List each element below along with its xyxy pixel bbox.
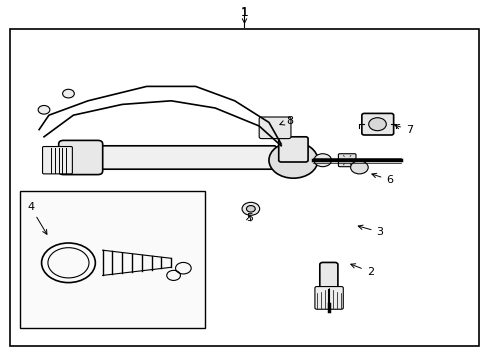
- Text: 2: 2: [350, 264, 373, 277]
- FancyBboxPatch shape: [361, 113, 393, 135]
- FancyBboxPatch shape: [59, 140, 102, 175]
- FancyBboxPatch shape: [338, 154, 355, 167]
- FancyBboxPatch shape: [314, 287, 343, 309]
- Circle shape: [246, 206, 255, 212]
- Circle shape: [268, 142, 317, 178]
- FancyBboxPatch shape: [319, 262, 337, 292]
- Text: 3: 3: [358, 225, 383, 237]
- FancyBboxPatch shape: [85, 146, 276, 169]
- Circle shape: [350, 161, 367, 174]
- Circle shape: [368, 118, 386, 131]
- Text: 7: 7: [394, 125, 412, 135]
- FancyBboxPatch shape: [42, 147, 72, 174]
- Bar: [20, 191, 205, 328]
- Text: 8: 8: [279, 116, 293, 126]
- Text: 4: 4: [27, 202, 47, 234]
- Text: 5: 5: [245, 213, 252, 223]
- Text: 1: 1: [241, 8, 247, 23]
- FancyBboxPatch shape: [278, 137, 307, 162]
- Circle shape: [38, 105, 50, 114]
- Circle shape: [62, 89, 74, 98]
- Bar: [10, 29, 478, 346]
- FancyBboxPatch shape: [259, 117, 290, 139]
- Text: 6: 6: [371, 173, 392, 185]
- Circle shape: [242, 202, 259, 215]
- Text: 1: 1: [240, 6, 248, 19]
- Circle shape: [313, 154, 331, 167]
